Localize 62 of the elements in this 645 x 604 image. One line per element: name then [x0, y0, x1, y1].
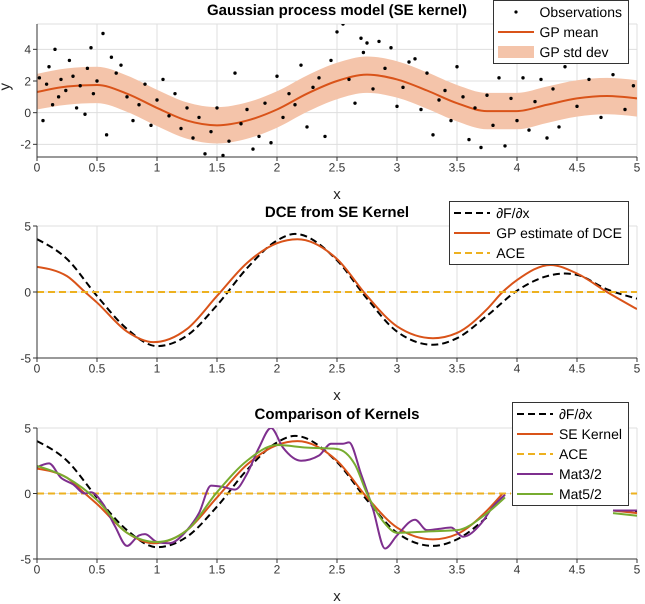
legend-label: GP mean — [540, 23, 598, 42]
x-tick-label: 3 — [394, 160, 401, 175]
chart-title: DCE from SE Kernel — [264, 204, 410, 221]
x-tick-label: 1.5 — [208, 362, 226, 376]
legend-label: Mat5/2 — [558, 485, 602, 504]
x-tick-label: 0.5 — [88, 160, 106, 175]
legend-label: ACE — [496, 244, 525, 263]
x-tick-label: 5 — [634, 362, 641, 376]
x-axis-title: x — [333, 387, 342, 404]
y-tick-label: -2 — [20, 138, 32, 152]
y-tick-label: 4 — [24, 42, 32, 57]
x-tick-label: 3.5 — [448, 362, 466, 376]
y-tick-label: 5 — [24, 219, 32, 234]
x-tick-label: 3.5 — [448, 160, 466, 175]
x-tick-label: 4 — [514, 362, 521, 376]
y-tick-label: 0 — [24, 285, 32, 300]
legend-label: SE Kernel — [558, 425, 622, 444]
y-axis-title: y — [0, 82, 14, 90]
x-tick-label: 4 — [514, 160, 521, 175]
y-tick-label: 0 — [24, 486, 32, 501]
x-tick-label: 3 — [394, 562, 401, 577]
legend-label: ACE — [558, 445, 588, 464]
x-tick-label: 2.5 — [328, 562, 346, 577]
x-axis-title: x — [333, 588, 342, 604]
chart-title: Gaussian process model (SE kernel) — [206, 2, 468, 19]
x-tick-label: 2 — [274, 562, 281, 577]
legend-label: ∂F/∂x — [558, 405, 592, 424]
x-axis-title: x — [333, 186, 342, 203]
y-tick-label: 2 — [24, 74, 32, 88]
x-tick-label: 5 — [634, 160, 641, 175]
x-tick-label: 1.5 — [208, 562, 226, 577]
x-tick-label: 2.5 — [328, 160, 346, 175]
x-tick-label: 0.5 — [88, 362, 106, 376]
x-tick-label: 3 — [394, 362, 401, 376]
chart-title: Comparison of Kernels — [254, 406, 420, 423]
legend-label: ∂F/∂x — [496, 204, 530, 223]
x-tick-label: 4 — [514, 562, 521, 577]
x-tick-label: 3.5 — [448, 562, 466, 577]
x-tick-label: 4.5 — [568, 362, 586, 376]
x-tick-label: 1.5 — [208, 160, 226, 175]
x-tick-label: 0.5 — [88, 562, 106, 577]
legend-label: GP std dev — [540, 43, 609, 62]
x-tick-label: 5 — [634, 562, 641, 577]
x-tick-label: 1 — [154, 362, 161, 376]
x-tick-label: 2 — [274, 362, 281, 376]
x-tick-label: 2.5 — [328, 362, 346, 376]
x-tick-label: 1 — [154, 562, 161, 577]
x-tick-label: 0 — [34, 160, 41, 175]
x-tick-label: 0 — [34, 562, 41, 577]
legend-label: Observations — [540, 3, 622, 22]
x-tick-label: 1 — [154, 160, 161, 175]
y-tick-label: 5 — [24, 421, 32, 436]
x-tick-label: 2 — [274, 160, 281, 175]
y-tick-label: 0 — [24, 106, 32, 120]
x-tick-label: 0 — [34, 362, 41, 376]
legend-label: GP estimate of DCE — [496, 224, 622, 243]
x-tick-label: 4.5 — [568, 160, 586, 175]
x-tick-label: 4.5 — [568, 562, 586, 577]
y-tick-label: -5 — [20, 351, 32, 366]
legend-label: Mat3/2 — [558, 465, 602, 484]
y-tick-label: -5 — [20, 552, 32, 566]
line-series — [37, 74, 637, 126]
